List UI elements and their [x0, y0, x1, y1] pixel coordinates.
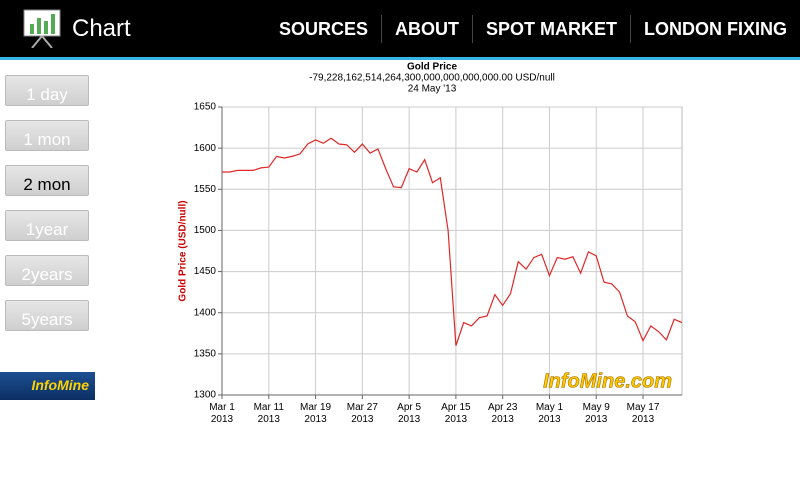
x-tick-label: Mar 27 2013 [347, 402, 379, 425]
nav-item[interactable]: SOURCES [278, 18, 368, 39]
y-tick-label: 1600 [194, 143, 217, 154]
chart-title: Gold Price [407, 62, 457, 73]
range-button[interactable]: 1 mon [5, 120, 89, 151]
x-tick-label: May 1 2013 [536, 402, 564, 425]
plot-area [221, 106, 683, 396]
y-tick-label: 1450 [194, 266, 217, 277]
watermark: InfoMine.com [543, 370, 672, 392]
app-title: Chart [72, 15, 131, 42]
range-button[interactable]: 2 mon [5, 165, 89, 196]
x-tick-label: May 9 2013 [583, 402, 611, 425]
x-tick-label: Apr 15 2013 [441, 402, 471, 425]
nav-item[interactable]: LONDON FIXING [630, 14, 800, 43]
chart-date: 24 May '13 [408, 84, 457, 95]
x-tick-label: May 17 2013 [627, 402, 660, 425]
nav: SOURCES ABOUT SPOT MARKET LONDON FIXING [266, 0, 800, 57]
x-tick-label: Apr 23 2013 [488, 402, 518, 425]
chart-subtitle: -79,228,162,514,264,300,000,000,000,000.… [309, 73, 555, 84]
y-tick-label: 1650 [194, 102, 217, 113]
y-tick-label: 1400 [194, 307, 217, 318]
range-button[interactable]: 1 day [5, 75, 89, 106]
range-button[interactable]: 1year [5, 210, 89, 241]
range-button[interactable]: 2years [5, 255, 89, 286]
logo[interactable]: InfoMine [0, 372, 95, 400]
y-tick-label: 1350 [194, 348, 217, 359]
nav-item[interactable]: SPOT MARKET [471, 14, 630, 43]
y-tick-label: 1500 [194, 225, 217, 236]
app-icon [23, 9, 61, 48]
app-bar: Chart SOURCES ABOUT SPOT MARKET LONDON FIXI… [0, 0, 800, 60]
y-axis-label: Gold Price (USD/null) [178, 200, 189, 301]
range-button[interactable]: 5years [5, 300, 89, 331]
x-tick-label: Mar 19 2013 [300, 402, 332, 425]
y-tick-label: 1300 [194, 390, 217, 401]
x-tick-label: Mar 11 2013 [254, 402, 285, 425]
x-tick-label: Mar 1 2013 [209, 402, 235, 425]
nav-item[interactable]: ABOUT [380, 14, 472, 43]
price-line [222, 137, 683, 346]
y-tick-label: 1550 [194, 184, 217, 195]
x-tick-label: Apr 5 2013 [397, 402, 421, 425]
